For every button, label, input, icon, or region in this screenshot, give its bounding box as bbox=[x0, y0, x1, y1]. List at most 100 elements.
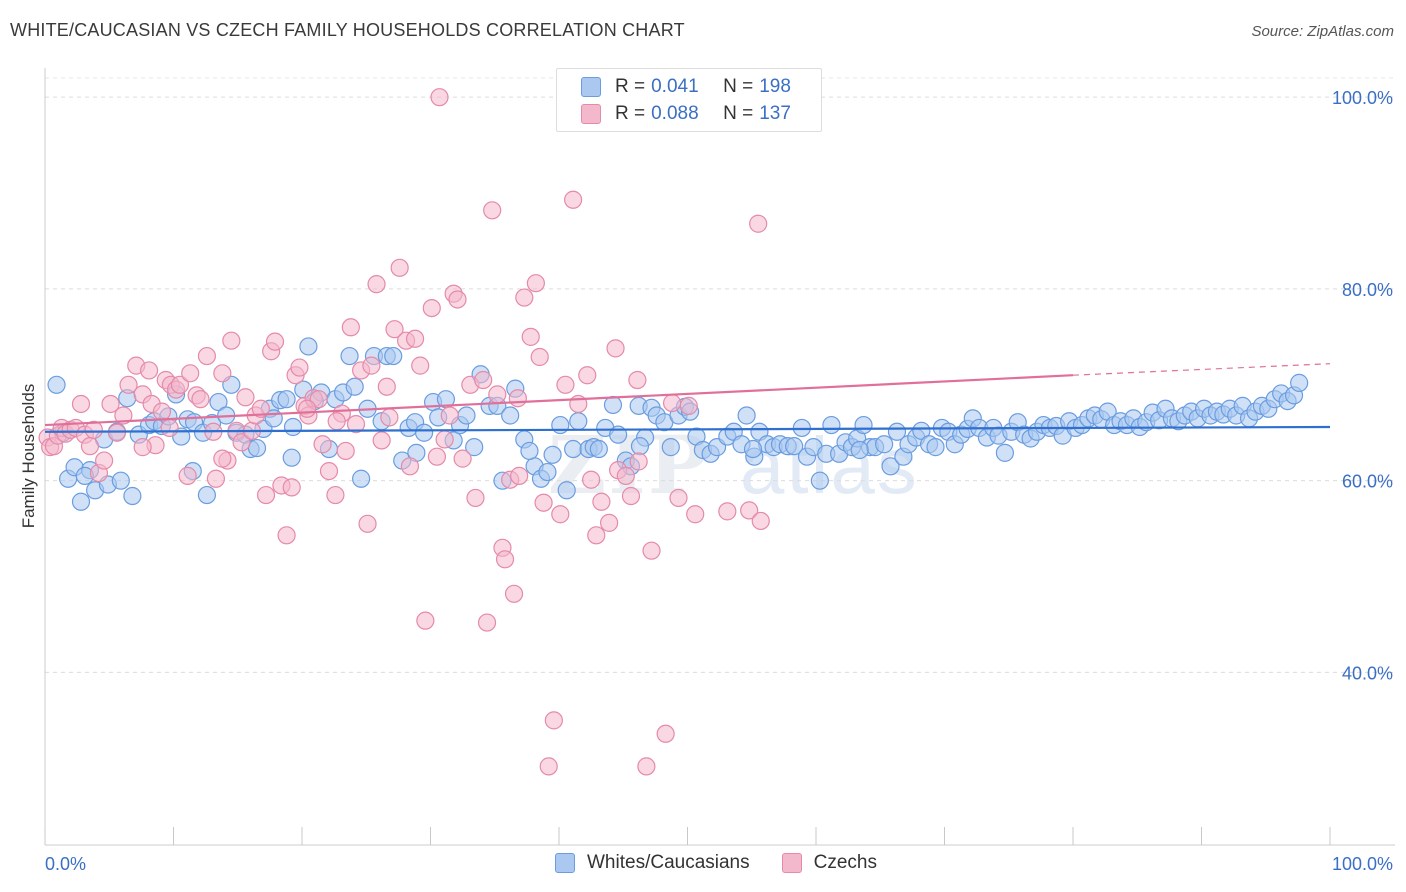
data-point-whites bbox=[785, 437, 804, 456]
data-point-czechs bbox=[119, 375, 138, 394]
data-point-czechs bbox=[751, 511, 770, 531]
data-point-czechs bbox=[551, 505, 570, 524]
legend-row-czechs: R = 0.088 N = 137 bbox=[581, 102, 791, 126]
y-axis-label: Family Households bbox=[19, 384, 38, 529]
data-point-czechs bbox=[411, 356, 430, 375]
source-label: Source: ZipAtlas.com bbox=[1251, 23, 1394, 40]
x-tick-label-min: 0.0% bbox=[45, 854, 86, 874]
data-point-czechs bbox=[326, 485, 345, 505]
data-point-czechs bbox=[313, 435, 332, 454]
data-point-czechs bbox=[197, 346, 217, 366]
data-point-czechs bbox=[160, 418, 179, 438]
data-point-czechs bbox=[534, 493, 553, 512]
data-point-czechs bbox=[669, 488, 688, 508]
data-point-czechs bbox=[213, 449, 232, 468]
data-point-whites bbox=[810, 471, 829, 490]
data-point-whites bbox=[912, 421, 931, 440]
data-point-czechs bbox=[629, 452, 648, 471]
data-point-whites bbox=[384, 346, 403, 366]
data-point-czechs bbox=[440, 406, 459, 425]
data-point-czechs bbox=[453, 449, 472, 468]
data-point-whites bbox=[283, 417, 303, 437]
data-point-whites bbox=[414, 423, 434, 442]
data-point-czechs bbox=[152, 402, 172, 421]
data-point-whites bbox=[352, 469, 371, 488]
data-point-czechs bbox=[405, 329, 425, 348]
data-point-whites bbox=[345, 377, 364, 396]
legend-r-label: R = bbox=[615, 103, 646, 124]
data-point-whites bbox=[501, 406, 520, 425]
data-point-whites bbox=[743, 439, 763, 459]
data-point-whites bbox=[111, 471, 130, 490]
data-point-whites bbox=[538, 462, 557, 482]
data-point-czechs bbox=[133, 438, 152, 457]
data-point-czechs bbox=[621, 486, 641, 506]
data-point-czechs bbox=[495, 550, 515, 569]
data-point-whites bbox=[822, 415, 841, 435]
data-point-czechs bbox=[592, 492, 611, 511]
legend-row-whites: R = 0.041 N = 198 bbox=[581, 75, 791, 99]
data-point-czechs bbox=[606, 339, 625, 358]
data-point-czechs bbox=[290, 358, 309, 377]
legend-swatch-whites bbox=[581, 77, 601, 97]
data-point-czechs bbox=[256, 485, 276, 505]
data-point-whites bbox=[299, 337, 318, 356]
legend-item-czechs[interactable]: Czechs bbox=[781, 852, 877, 874]
series-legend: Whites/Caucasians Czechs bbox=[555, 852, 909, 874]
data-point-czechs bbox=[564, 190, 583, 209]
data-point-whites bbox=[995, 443, 1014, 462]
y-tick-label: 80.0% bbox=[1342, 280, 1393, 300]
data-point-czechs bbox=[114, 406, 133, 425]
data-point-czechs bbox=[372, 431, 391, 450]
data-point-czechs bbox=[539, 757, 558, 776]
data-point-czechs bbox=[107, 423, 127, 442]
data-point-czechs bbox=[483, 201, 502, 220]
data-point-whites bbox=[197, 485, 217, 505]
data-point-czechs bbox=[448, 290, 467, 309]
legend-label-czechs: Czechs bbox=[813, 852, 877, 873]
data-point-whites bbox=[661, 438, 680, 457]
data-point-czechs bbox=[84, 420, 103, 439]
data-point-czechs bbox=[390, 258, 409, 277]
data-point-czechs bbox=[616, 466, 635, 485]
y-tick-label: 40.0% bbox=[1342, 663, 1393, 683]
data-point-czechs bbox=[600, 513, 619, 532]
trend-line-czechs bbox=[44, 374, 1074, 427]
legend-r-value: 0.041 bbox=[651, 76, 699, 97]
data-point-czechs bbox=[170, 375, 190, 394]
data-point-czechs bbox=[222, 331, 241, 350]
data-point-czechs bbox=[521, 327, 540, 346]
data-point-whites bbox=[854, 415, 873, 435]
legend-swatch-czechs bbox=[781, 853, 802, 873]
trend-line-czechs-extension bbox=[1072, 363, 1331, 376]
data-point-whites bbox=[737, 406, 756, 425]
data-point-czechs bbox=[400, 457, 420, 476]
data-point-czechs bbox=[416, 611, 435, 630]
data-point-czechs bbox=[298, 399, 317, 418]
data-point-czechs bbox=[377, 377, 396, 396]
data-point-czechs bbox=[556, 375, 575, 394]
data-point-czechs bbox=[422, 299, 441, 318]
data-point-czechs bbox=[139, 361, 159, 380]
data-point-czechs bbox=[191, 390, 210, 409]
data-point-czechs bbox=[637, 757, 656, 776]
y-tick-label: 60.0% bbox=[1342, 472, 1393, 492]
data-point-czechs bbox=[80, 437, 100, 456]
data-point-czechs bbox=[587, 526, 606, 545]
data-point-czechs bbox=[628, 370, 647, 390]
data-point-czechs bbox=[367, 275, 386, 294]
legend-swatch-czechs bbox=[581, 104, 601, 124]
data-point-whites bbox=[564, 439, 583, 459]
data-point-czechs bbox=[213, 364, 232, 383]
data-point-czechs bbox=[178, 466, 197, 485]
data-point-czechs bbox=[466, 488, 485, 508]
data-point-whites bbox=[551, 415, 570, 435]
y-tick-label: 100.0% bbox=[1332, 88, 1393, 108]
data-point-whites bbox=[465, 438, 484, 457]
data-point-czechs bbox=[282, 478, 301, 497]
data-point-czechs bbox=[504, 584, 524, 603]
data-point-whites bbox=[340, 346, 359, 366]
data-point-czechs bbox=[679, 396, 698, 415]
data-point-czechs bbox=[101, 394, 120, 414]
legend-item-whites[interactable]: Whites/Caucasians bbox=[555, 852, 750, 874]
